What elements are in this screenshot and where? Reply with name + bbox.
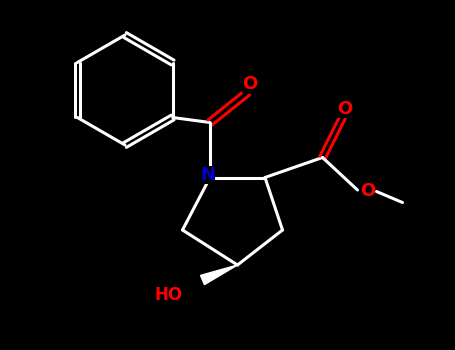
Text: O: O bbox=[360, 182, 375, 200]
Text: N: N bbox=[200, 166, 215, 184]
Text: HO: HO bbox=[154, 286, 182, 304]
Text: O: O bbox=[243, 75, 258, 93]
Text: O: O bbox=[337, 100, 353, 118]
Polygon shape bbox=[201, 265, 238, 285]
